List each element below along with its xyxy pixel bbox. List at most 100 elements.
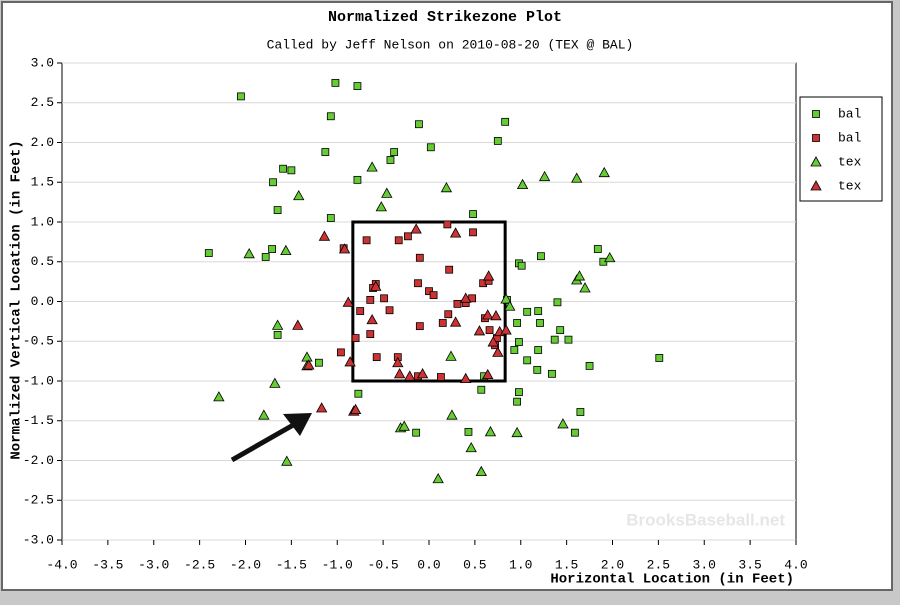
square-point [321,148,330,156]
triangle-point [492,346,504,357]
marks [204,78,664,484]
triangle-point [484,426,497,437]
triangle-point [504,300,516,311]
triangle-point [318,230,331,241]
square-point [269,178,277,187]
square-point [394,236,403,245]
square-point [655,354,664,362]
square-point [326,214,335,222]
triangle-point [416,368,429,379]
square-point [556,326,565,335]
square-point [537,252,545,261]
triangle-point [475,465,487,477]
square-point [438,319,447,327]
y-tick-label: -2.0 [23,453,54,468]
square-point [356,307,365,315]
square-point [353,82,362,90]
x-tick-label: -1.5 [276,557,307,572]
x-axis-label: Horizontal Location (in Feet) [550,572,794,588]
x-tick-label: 0.0 [417,557,440,572]
square-point [372,353,381,362]
x-tick-label: 1.5 [555,557,578,572]
triangle-point [571,172,583,183]
legend-marker [810,156,822,167]
square-point [513,319,521,327]
square-point [412,428,421,437]
square-point [268,245,277,253]
x-tick-label: -2.0 [230,557,261,572]
annotation-arrow [230,413,312,463]
triangle-point [446,409,458,420]
square-point [534,346,543,354]
y-tick-label: -1.0 [23,373,54,388]
triangle-point [604,251,616,263]
triangle-point [366,161,378,172]
triangle-point [271,319,284,330]
triangle-point [487,336,499,347]
legend-marker [810,180,822,191]
triangle-point [473,325,486,336]
square-point [261,253,270,261]
square-point [517,261,526,270]
triangle-point [500,293,512,304]
watermark: BrooksBaseball.net [626,510,785,529]
y-tick-label: 0.0 [31,294,54,309]
square-point [564,335,573,344]
triangle-point [349,403,362,415]
triangle-point [292,319,304,330]
square-point [469,228,477,237]
square-point [576,408,585,416]
x-tick-label: 1.0 [509,557,532,572]
triangle-point [281,455,293,466]
square-point [426,143,435,152]
square-point [354,389,363,398]
square-point [337,348,345,357]
square-point [279,164,288,173]
triangle-point [410,223,422,234]
square-point [536,319,544,327]
square-point [437,373,445,381]
square-point [550,335,559,344]
arrow-head [283,413,312,436]
triangle-point [449,316,462,327]
x-tick-label: -2.5 [184,557,215,572]
triangle-point [511,426,523,438]
square-point [485,326,494,335]
square-point [385,306,394,315]
y-tick-label: 2.5 [31,95,54,110]
square-point [523,356,532,365]
square-point [548,369,556,378]
legend-label: tex [838,154,862,169]
x-tick-label: -1.0 [322,557,353,572]
legend-label: bal [838,130,862,145]
triangle-point [500,324,512,335]
x-tick-label: -3.5 [92,557,123,572]
triangle-point [370,280,382,291]
y-tick-label: -3.0 [23,532,54,547]
x-tick-label: 0.5 [463,557,486,572]
triangle-point [516,178,529,190]
y-axis-label: Normalized Vertical Location (in Feet) [9,140,25,459]
square-point [425,287,433,296]
chart-subtitle: Called by Jeff Nelson on 2010-08-20 (TEX… [267,37,634,52]
triangle-point [338,243,351,254]
arrow-shaft [230,421,297,463]
legend-label: tex [838,178,862,193]
triangle-point [449,227,462,238]
square-point [501,117,510,126]
square-point [493,137,502,145]
triangle-point [393,368,406,379]
y-tick-label: 2.0 [31,135,54,150]
chart-title: Normalized Strikezone Plot [328,9,562,26]
square-point [353,175,362,184]
square-point [593,245,602,253]
y-tick-label: 1.0 [31,214,54,229]
square-point [570,428,579,437]
triangle-point [269,377,281,388]
triangle-point [460,292,472,303]
triangle-point [465,441,477,453]
square-point [287,166,296,175]
square-point [515,388,523,397]
legend-marker [812,134,820,142]
triangle-point [404,370,416,381]
